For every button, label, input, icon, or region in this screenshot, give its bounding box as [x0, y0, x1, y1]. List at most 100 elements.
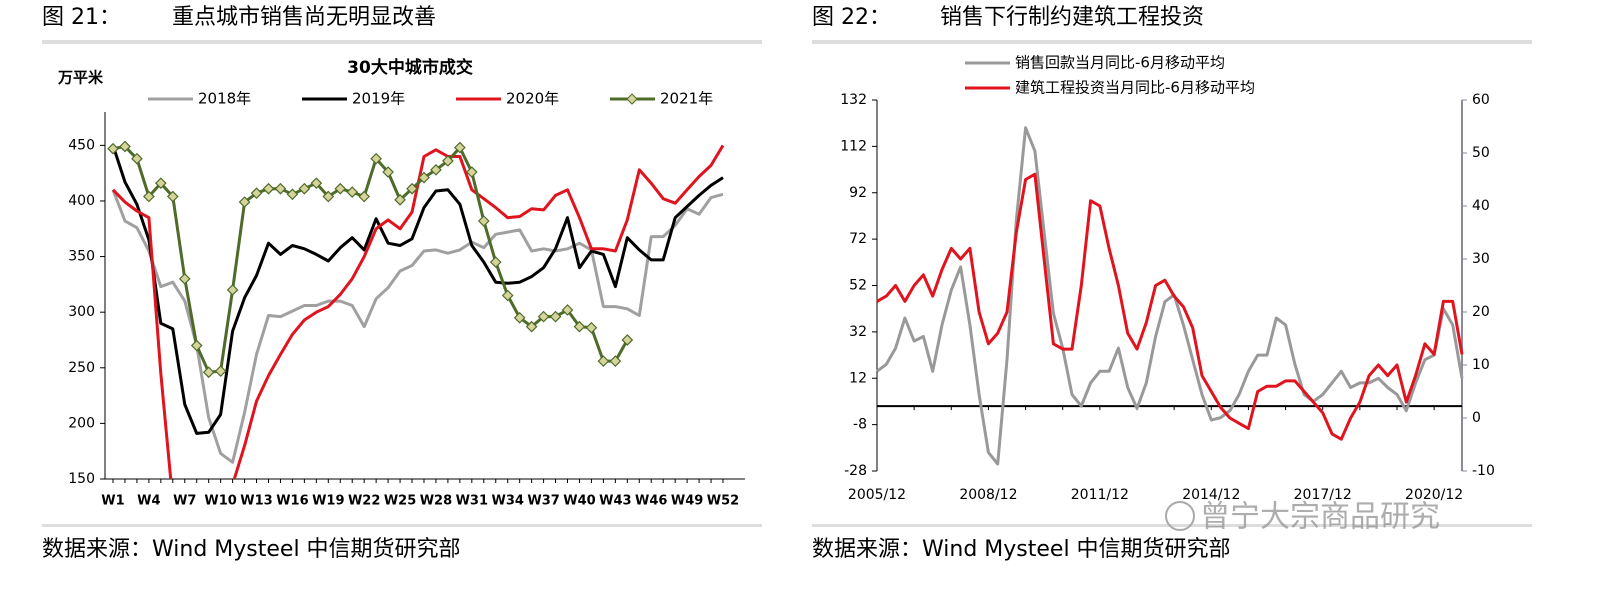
- x-tick-label: W13: [240, 494, 272, 509]
- y-tick-label: 350: [68, 249, 95, 265]
- series-marker: [346, 186, 359, 198]
- series-line: [111, 144, 724, 435]
- series-marker: [298, 182, 311, 195]
- y-tick-label: 200: [68, 415, 95, 431]
- series-marker: [310, 177, 323, 190]
- series-line: [876, 172, 1464, 441]
- legend-label: 建筑工程投资当月同比-6月移动平均: [1015, 79, 1255, 97]
- x-tick-label: W28: [420, 494, 452, 509]
- figure-number: 图 22：: [812, 5, 891, 30]
- x-tick-label: W19: [312, 494, 344, 509]
- x-tick-label: W4: [137, 494, 160, 509]
- y-tick-label: 132: [840, 92, 867, 108]
- series-marker: [322, 190, 335, 203]
- series-marker: [190, 339, 203, 352]
- x-tick-label: W7: [173, 494, 196, 509]
- y-tick-label: 400: [68, 193, 95, 209]
- x-tick-label: W40: [563, 494, 595, 509]
- y-tick-label: 32: [849, 324, 867, 340]
- series-line: [876, 126, 1464, 466]
- x-tick-label: 2017/12: [1294, 487, 1352, 503]
- source: 数据来源：Wind Mysteel 中信期货研究部: [812, 537, 1231, 562]
- x-tick-label: W25: [384, 494, 416, 509]
- series-marker: [525, 320, 538, 333]
- series-marker: [358, 190, 371, 203]
- x-tick-label: W31: [456, 494, 488, 509]
- x-tick-label: W34: [491, 494, 523, 509]
- series-marker: [406, 182, 418, 195]
- x-tick-label: W16: [276, 494, 308, 509]
- y2-tick-label: 20: [1472, 304, 1490, 320]
- watermark: 曾宁大宗商品研究: [1200, 500, 1440, 535]
- x-tick-label: 2008/12: [959, 487, 1017, 503]
- x-tick-label: 2014/12: [1182, 487, 1240, 503]
- y2-tick-label: 60: [1472, 92, 1490, 108]
- x-tick-label: 2005/12: [848, 487, 906, 503]
- x-tick-label: W46: [635, 494, 667, 509]
- series-marker: [418, 171, 430, 184]
- series-marker: [442, 155, 454, 167]
- y-tick-label: 150: [68, 471, 95, 487]
- figure-number: 图 21：: [42, 5, 121, 30]
- rule: [42, 524, 762, 527]
- series-marker: [465, 166, 478, 178]
- y2-tick-label: -10: [1472, 463, 1495, 479]
- series-marker: [489, 256, 502, 268]
- series-marker: [202, 366, 215, 379]
- x-tick-label: W1: [101, 494, 124, 509]
- series-marker: [250, 187, 263, 200]
- chart-title: 30大中城市成交: [347, 57, 473, 78]
- series-marker: [214, 365, 227, 377]
- series-marker: [119, 140, 131, 153]
- y2-tick-label: 0: [1472, 410, 1481, 426]
- source: 数据来源：Wind Mysteel 中信期货研究部: [42, 537, 461, 562]
- y-tick-label: 92: [849, 185, 867, 201]
- series-marker: [382, 166, 394, 178]
- x-tick-label: 2020/12: [1405, 487, 1463, 503]
- series-marker: [334, 182, 347, 195]
- legend-marker: [626, 93, 638, 105]
- series-marker: [274, 182, 287, 195]
- y2-tick-label: 30: [1472, 251, 1490, 267]
- rule: [812, 524, 1532, 527]
- series-marker: [178, 272, 191, 285]
- series-marker: [286, 188, 299, 201]
- series-marker: [394, 194, 406, 206]
- y-tick-label: 112: [840, 138, 867, 154]
- rule: [42, 40, 762, 44]
- series-line: [111, 144, 725, 479]
- x-tick-label: W43: [599, 494, 631, 509]
- x-tick-label: 2011/12: [1071, 487, 1129, 503]
- series-marker: [430, 163, 442, 176]
- legend-label: 2019年: [352, 90, 405, 108]
- series-marker: [621, 334, 634, 346]
- series-marker: [549, 310, 562, 323]
- y-tick-label: 52: [849, 278, 867, 294]
- series-marker: [585, 321, 598, 334]
- series-marker: [597, 355, 610, 367]
- y2-tick-label: 10: [1472, 357, 1490, 373]
- series-marker: [454, 141, 466, 154]
- series-marker: [154, 177, 167, 190]
- x-tick-label: W37: [527, 494, 559, 509]
- series-marker: [501, 289, 514, 302]
- series-marker: [143, 190, 155, 203]
- series-marker: [107, 142, 119, 155]
- series-marker: [573, 320, 586, 333]
- series-marker: [561, 304, 574, 316]
- series-marker: [370, 152, 382, 165]
- series-marker: [238, 196, 251, 208]
- legend-label: 2021年: [660, 90, 713, 108]
- x-tick-label: W22: [348, 494, 380, 509]
- series-marker: [537, 310, 550, 323]
- x-tick-label: W10: [204, 494, 236, 509]
- series-marker: [262, 182, 275, 195]
- y2-tick-label: 40: [1472, 198, 1490, 214]
- y-axis-label: 万平米: [57, 69, 104, 87]
- legend-label: 2018年: [198, 90, 251, 108]
- y-tick-label: 450: [68, 137, 95, 153]
- y-tick-label: 300: [68, 304, 95, 320]
- legend-label: 2020年: [506, 90, 559, 108]
- figure-caption: 重点城市销售尚无明显改善: [172, 5, 436, 30]
